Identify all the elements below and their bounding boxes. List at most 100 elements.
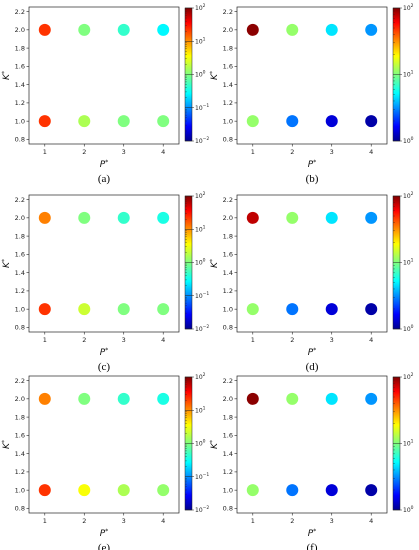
y-tick-label: 1.4: [223, 269, 233, 277]
subplot-f: 0.8 1.0 1.2 1.4 1.6 1.8 2.0 2.2 1 2 3 4 P* K* 100 101 10…: [209, 372, 414, 550]
y-tick-label: 1.8: [15, 44, 25, 52]
x-tick-label: 1: [251, 148, 255, 156]
y-tick-label: 1.2: [223, 287, 233, 295]
data-point: [157, 211, 170, 224]
data-point: [286, 115, 299, 128]
x-axis-label: P*: [308, 528, 316, 539]
subplot-caption: (f): [307, 542, 318, 550]
data-point: [38, 211, 51, 224]
data-point: [365, 211, 378, 224]
data-point: [117, 115, 130, 128]
colorbar-tick-label: 101: [403, 258, 414, 267]
data-point: [246, 484, 259, 497]
data-point: [38, 392, 51, 405]
data-point: [157, 23, 170, 36]
data-point: [117, 392, 130, 405]
y-tick-label: 1.4: [15, 81, 25, 89]
colorbar-tick-label: 10−2: [195, 324, 209, 333]
x-tick-label: 4: [369, 336, 373, 344]
y-tick-label: 1.4: [15, 269, 25, 277]
data-point: [38, 115, 51, 128]
x-tick-label: 3: [122, 517, 126, 525]
y-tick-label: 2.2: [15, 8, 25, 16]
colorbar-tick-label: 101: [403, 439, 414, 448]
data-point: [117, 211, 130, 224]
y-tick-label: 2.0: [15, 214, 25, 222]
x-tick-label: 1: [43, 517, 47, 525]
x-tick-label: 4: [161, 517, 165, 525]
y-tick-label: 1.2: [15, 287, 25, 295]
x-tick-label: 1: [251, 517, 255, 525]
colorbar-tick-label: 10−1: [195, 291, 209, 300]
data-point: [78, 303, 91, 316]
x-tick-label: 4: [369, 517, 373, 525]
x-tick-label: 2: [82, 148, 86, 156]
y-axis-label: K*: [209, 440, 220, 449]
data-point: [246, 392, 259, 405]
y-tick-label: 0.8: [223, 324, 233, 332]
y-axis-label: K*: [1, 440, 12, 449]
x-tick-label: 2: [290, 148, 294, 156]
colorbar-tick-label: 10−1: [195, 103, 209, 112]
x-axis-label: P*: [100, 159, 108, 170]
plot-frame: [236, 6, 388, 145]
subplot-d: 0.8 1.0 1.2 1.4 1.6 1.8 2.0 2.2 1 2 3 4 P* K* 100 101 10…: [209, 191, 414, 373]
y-tick-label: 1.8: [223, 232, 233, 240]
y-axis-label: K*: [1, 259, 12, 268]
x-axis-label: P*: [100, 347, 108, 358]
data-point: [117, 23, 130, 36]
y-tick-label: 2.0: [15, 26, 25, 34]
x-tick-label: 2: [82, 517, 86, 525]
x-tick-label: 1: [43, 336, 47, 344]
y-tick-label: 1.0: [15, 486, 25, 494]
subplot-caption: (d): [306, 361, 319, 373]
x-tick-label: 2: [290, 517, 294, 525]
y-tick-label: 1.8: [15, 413, 25, 421]
plot-frame: [236, 375, 388, 514]
x-tick-label: 3: [122, 148, 126, 156]
data-point: [157, 115, 170, 128]
colorbar-tick-label: 100: [403, 324, 414, 333]
colorbar-tick-label: 10−1: [195, 472, 209, 481]
subplot-c: 0.8 1.0 1.2 1.4 1.6 1.8 2.0 2.2 1 2 3 4 P* K* 10−2 10−1…: [1, 191, 209, 373]
colorbar-tick-label: 102: [195, 191, 206, 200]
data-point: [246, 303, 259, 316]
colorbar-tick-label: 100: [403, 136, 414, 145]
data-point: [38, 303, 51, 316]
data-point: [325, 23, 338, 36]
colorbar-tick-label: 102: [403, 372, 414, 381]
data-point: [117, 303, 130, 316]
plot-frame: [28, 375, 180, 514]
y-tick-label: 0.8: [15, 324, 25, 332]
y-tick-label: 1.8: [15, 232, 25, 240]
subplot-a: 0.8 1.0 1.2 1.4 1.6 1.8 2.0 2.2 1 2 3 4 P* K* 10−2 10−1…: [1, 3, 209, 185]
x-tick-label: 4: [161, 148, 165, 156]
y-axis-label: K*: [209, 259, 220, 268]
y-tick-label: 2.0: [223, 26, 233, 34]
data-point: [325, 303, 338, 316]
y-tick-label: 0.8: [15, 505, 25, 513]
x-tick-label: 4: [161, 336, 165, 344]
y-tick-label: 2.2: [223, 196, 233, 204]
colorbar-tick-label: 100: [195, 258, 206, 267]
colorbar-tick-label: 102: [195, 372, 206, 381]
y-tick-label: 1.4: [15, 450, 25, 458]
x-axis-label: P*: [308, 159, 316, 170]
data-point: [325, 211, 338, 224]
y-tick-label: 0.8: [223, 505, 233, 513]
y-tick-label: 1.6: [15, 63, 25, 71]
data-point: [78, 115, 91, 128]
y-tick-label: 2.2: [15, 377, 25, 385]
data-point: [78, 392, 91, 405]
data-point: [325, 115, 338, 128]
y-axis-label: K*: [209, 71, 220, 80]
data-point: [157, 484, 170, 497]
y-tick-label: 2.0: [223, 214, 233, 222]
x-axis-label: P*: [308, 347, 316, 358]
data-point: [286, 392, 299, 405]
data-point: [365, 115, 378, 128]
subplot-caption: (c): [98, 361, 111, 373]
plot-frame: [236, 194, 388, 333]
y-tick-label: 1.4: [223, 450, 233, 458]
data-point: [157, 392, 170, 405]
